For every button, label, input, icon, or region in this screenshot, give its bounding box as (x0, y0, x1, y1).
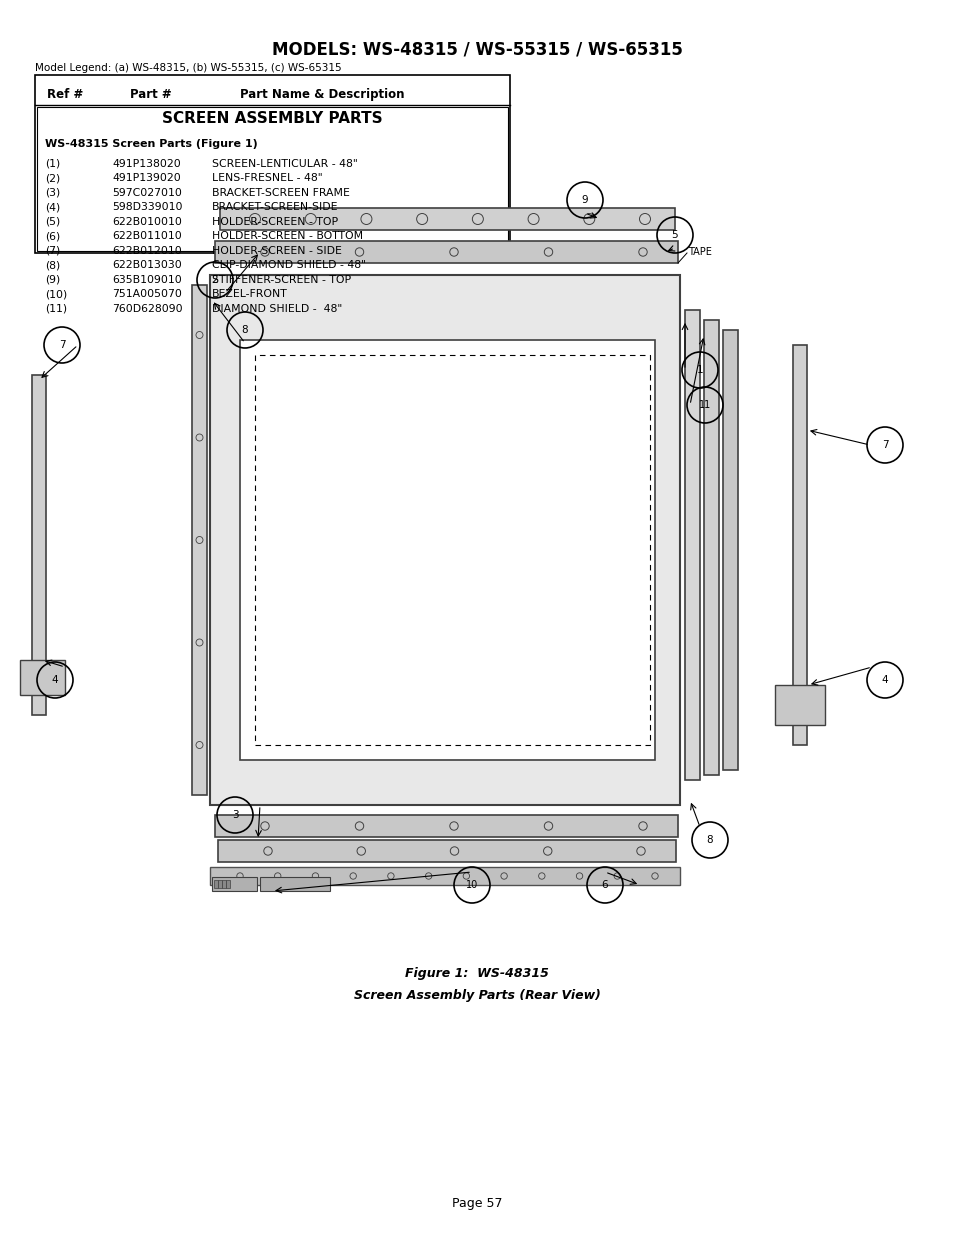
Text: 622B013030: 622B013030 (112, 261, 182, 270)
Bar (192, 285, 207, 795)
Text: (10): (10) (45, 289, 67, 300)
Text: (8): (8) (45, 261, 60, 270)
Text: 760D628090: 760D628090 (112, 304, 182, 314)
Text: LENS-FRESNEL - 48": LENS-FRESNEL - 48" (212, 173, 322, 184)
Text: 7: 7 (59, 340, 65, 350)
Text: 11: 11 (699, 400, 710, 410)
Bar (214, 815, 678, 837)
Bar (210, 867, 679, 885)
Text: 491P139020: 491P139020 (112, 173, 180, 184)
Bar (260, 877, 330, 890)
Text: BRACKET-SCREEN FRAME: BRACKET-SCREEN FRAME (212, 188, 350, 198)
Text: 622B012010: 622B012010 (112, 246, 182, 256)
Bar (214, 881, 217, 888)
Text: (6): (6) (45, 231, 60, 242)
Text: 8: 8 (241, 325, 248, 335)
Text: 751A005070: 751A005070 (112, 289, 182, 300)
Text: 491P138020: 491P138020 (112, 159, 180, 169)
Text: 6: 6 (601, 881, 608, 890)
Text: (1): (1) (45, 159, 60, 169)
Text: CLIP-DIAMOND SHIELD - 48": CLIP-DIAMOND SHIELD - 48" (212, 261, 366, 270)
Bar (220, 207, 675, 230)
Bar (214, 241, 678, 263)
Text: (3): (3) (45, 188, 60, 198)
Text: BEZEL-FRONT: BEZEL-FRONT (212, 289, 288, 300)
Text: (4): (4) (45, 203, 60, 212)
Text: 598D339010: 598D339010 (112, 203, 182, 212)
Text: SCREEN-LENTICULAR - 48": SCREEN-LENTICULAR - 48" (212, 159, 357, 169)
Text: 622B010010: 622B010010 (112, 217, 182, 227)
Bar (684, 310, 700, 781)
Text: (11): (11) (45, 304, 67, 314)
Text: 3: 3 (232, 810, 238, 820)
Text: SCREEN ASSEMBLY PARTS: SCREEN ASSEMBLY PARTS (162, 111, 382, 126)
Bar (218, 840, 676, 862)
Text: 4: 4 (881, 676, 887, 685)
Text: 5: 5 (671, 230, 678, 240)
Text: Part #: Part # (130, 88, 172, 101)
Text: HOLDER-SCREEN - TOP: HOLDER-SCREEN - TOP (212, 217, 337, 227)
Bar (792, 345, 806, 745)
Text: Model Legend: (a) WS-48315, (b) WS-55315, (c) WS-65315: Model Legend: (a) WS-48315, (b) WS-55315… (35, 63, 341, 73)
Text: (2): (2) (45, 173, 60, 184)
Text: STIFFENER-SCREEN - TOP: STIFFENER-SCREEN - TOP (212, 275, 351, 285)
Text: Screen Assembly Parts (Rear View): Screen Assembly Parts (Rear View) (354, 989, 599, 1002)
Text: 1: 1 (696, 366, 702, 375)
Bar (222, 881, 226, 888)
Bar (210, 275, 679, 805)
Text: 635B109010: 635B109010 (112, 275, 182, 285)
Bar (212, 877, 256, 890)
Text: 7: 7 (881, 440, 887, 450)
Text: 8: 8 (706, 835, 713, 845)
Bar (774, 685, 824, 725)
Text: 9: 9 (581, 195, 588, 205)
Text: 10: 10 (465, 881, 477, 890)
Text: Ref #: Ref # (47, 88, 83, 101)
Text: 2: 2 (212, 275, 218, 285)
Bar (20, 659, 65, 695)
Text: Page 57: Page 57 (452, 1197, 501, 1210)
Text: TAPE: TAPE (687, 247, 711, 257)
Bar (226, 881, 230, 888)
FancyBboxPatch shape (37, 107, 507, 251)
Text: (5): (5) (45, 217, 60, 227)
Text: (9): (9) (45, 275, 60, 285)
FancyBboxPatch shape (35, 75, 510, 253)
Text: 597C027010: 597C027010 (112, 188, 182, 198)
Text: WS-48315 Screen Parts (Figure 1): WS-48315 Screen Parts (Figure 1) (45, 140, 257, 149)
Text: 4: 4 (51, 676, 58, 685)
Bar (722, 330, 738, 769)
Text: Figure 1:  WS-48315: Figure 1: WS-48315 (405, 967, 548, 981)
Bar (240, 340, 655, 760)
Bar (703, 320, 719, 776)
Text: Part Name & Description: Part Name & Description (240, 88, 404, 101)
Bar (32, 375, 46, 715)
Text: BRACKET-SCREEN-SIDE: BRACKET-SCREEN-SIDE (212, 203, 338, 212)
Text: MODELS: WS-48315 / WS-55315 / WS-65315: MODELS: WS-48315 / WS-55315 / WS-65315 (272, 40, 681, 58)
Bar (218, 881, 221, 888)
Text: HOLDER-SCREEN - SIDE: HOLDER-SCREEN - SIDE (212, 246, 341, 256)
Text: (7): (7) (45, 246, 60, 256)
Text: DIAMOND SHIELD -  48": DIAMOND SHIELD - 48" (212, 304, 342, 314)
Text: HOLDER-SCREEN - BOTTOM: HOLDER-SCREEN - BOTTOM (212, 231, 363, 242)
Text: 622B011010: 622B011010 (112, 231, 182, 242)
